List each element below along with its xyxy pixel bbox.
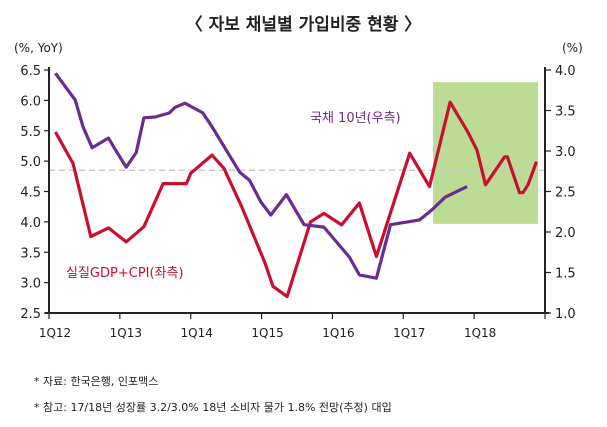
right-tick-label: 2.5 — [555, 186, 576, 201]
series-label-bond: 국채 10년(우측) — [310, 111, 401, 126]
source-note: * 자료: 한국은행, 인포맥스 — [34, 375, 159, 388]
left-tick-label: 6.5 — [20, 64, 41, 79]
right-tick-label: 3.0 — [555, 145, 576, 160]
x-tick-label: 1Q12 — [39, 326, 71, 340]
right-tick-label: 3.5 — [555, 105, 576, 120]
x-tick-label: 1Q14 — [181, 326, 213, 340]
left-tick-label: 5.0 — [20, 155, 41, 170]
x-tick-label: 1Q13 — [110, 326, 142, 340]
x-tick-label: 1Q16 — [322, 326, 354, 340]
bond-10y-line — [54, 72, 468, 280]
left-tick-label: 5.5 — [20, 125, 41, 140]
x-tick-label: 1Q17 — [393, 326, 425, 340]
left-tick-label: 4.5 — [20, 186, 41, 201]
right-tick-label: 1.5 — [555, 267, 576, 282]
left-tick-label: 3.5 — [20, 246, 41, 261]
left-tick-label: 4.0 — [20, 216, 41, 231]
right-tick-label: 1.0 — [555, 307, 576, 322]
series-label-gdp: 실질GDP+CPI(좌측) — [66, 266, 184, 281]
x-tick-label: 1Q15 — [251, 326, 283, 340]
left-tick-label: 3.0 — [20, 277, 41, 292]
chart-title: 〈 자보 채널별 가입비중 현황 〉 — [185, 15, 422, 35]
left-tick-label: 2.5 — [20, 307, 41, 322]
right-tick-label: 2.0 — [555, 226, 576, 241]
left-tick-label: 6.0 — [20, 94, 41, 109]
x-tick-label: 1Q18 — [464, 326, 496, 340]
right-axis-label: (%) — [562, 41, 583, 55]
gdp-cpi-line — [54, 100, 539, 299]
reference-note: * 참고: 17/18년 성장률 3.2/3.0% 18년 소비자 물가 1.8… — [34, 401, 392, 414]
left-axis-label: (%, YoY) — [14, 41, 63, 55]
right-tick-label: 4.0 — [555, 64, 576, 79]
